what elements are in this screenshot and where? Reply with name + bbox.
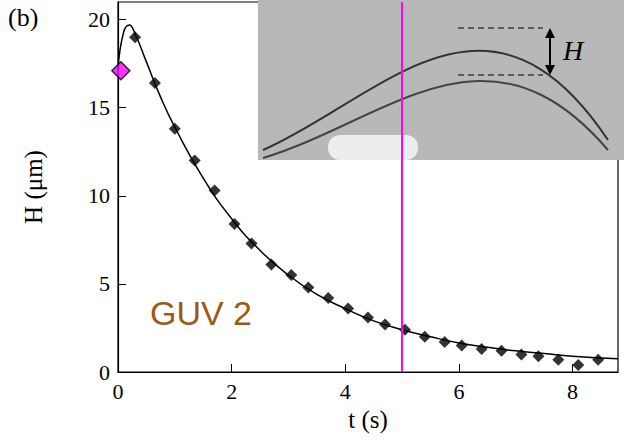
svg-text:(b): (b): [8, 3, 38, 32]
svg-text:15: 15: [88, 95, 110, 120]
svg-text:4: 4: [340, 379, 351, 404]
svg-text:t (s): t (s): [348, 406, 388, 434]
svg-text:GUV 2: GUV 2: [150, 294, 252, 332]
svg-text:20: 20: [88, 7, 110, 32]
svg-text:H: H: [562, 35, 585, 66]
svg-text:0: 0: [99, 360, 110, 385]
svg-text:6: 6: [453, 379, 464, 404]
svg-text:0: 0: [113, 379, 124, 404]
svg-text:2: 2: [226, 379, 237, 404]
svg-text:8: 8: [567, 379, 578, 404]
svg-text:10: 10: [88, 183, 110, 208]
svg-text:5: 5: [99, 271, 110, 296]
svg-text:H (μm): H (μm): [20, 150, 48, 224]
